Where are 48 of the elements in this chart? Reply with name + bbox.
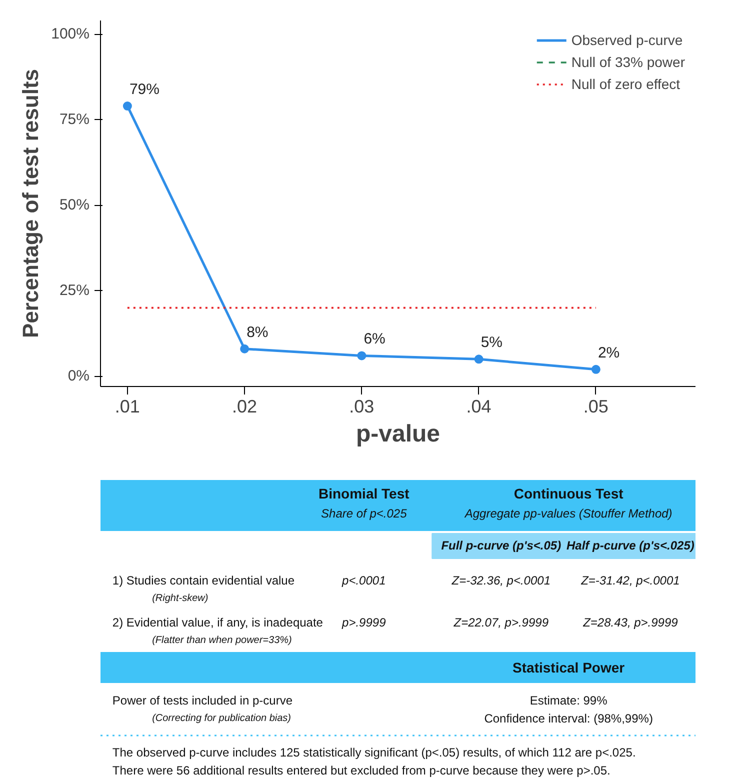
point [240, 344, 250, 354]
x-tick-label: .02 [232, 396, 258, 416]
y-tick-label: 0% [68, 368, 90, 385]
text: p<.0001 [341, 574, 386, 588]
text: Binomial Test [318, 486, 410, 502]
data-label: 6% [364, 330, 386, 348]
point [591, 364, 600, 374]
y-tick-label: 50% [59, 196, 90, 214]
legend-label: Observed p-curve [571, 32, 683, 48]
legend-label: Null of zero effect [571, 76, 680, 92]
text: p>.9999 [341, 616, 386, 630]
data-label: 5% [480, 334, 503, 352]
x-tick-label: .05 [583, 396, 608, 416]
text: Z=28.43, p>.9999 [582, 616, 678, 630]
x-tick-label: .04 [466, 396, 492, 416]
data-label: 2% [598, 344, 620, 362]
x-tick-label: .01 [114, 396, 140, 416]
text: Full p-curve (p's<.05) [441, 538, 562, 552]
y-tick-label: 75% [59, 111, 90, 128]
text: The observed p-curve includes 125 statistically significant (p<.05) results, of which 112 are p<.025. [112, 746, 636, 760]
x-axis-title: p-value [356, 420, 440, 448]
text: (Flatter than when power=33%) [152, 635, 292, 646]
text: Confidence interval: (98%,99%) [484, 712, 653, 726]
text: Half p-curve (p's<.025) [566, 538, 694, 552]
data-label: 79% [129, 81, 160, 98]
text: Z=22.07, p>.9999 [452, 616, 549, 630]
y-axis-title: Percentage of test results [18, 69, 44, 338]
y-tick-label: 100% [51, 26, 90, 43]
legend-label: Null of 33% power [571, 54, 685, 70]
text: Continuous Test [514, 486, 624, 502]
text: Statistical Power [512, 660, 626, 676]
point [122, 102, 132, 111]
text: 2) Evidential value, if any, is inadequate [112, 616, 324, 630]
text: (Correcting for publication bias) [152, 713, 292, 724]
text: Aggregate pp-values (Stouffer Method) [464, 506, 672, 520]
text: Estimate: 99% [530, 694, 608, 708]
point [357, 351, 366, 360]
data-label: 8% [246, 324, 268, 341]
point [474, 354, 484, 364]
text: (Right-skew) [152, 593, 208, 604]
text: Share of p<.025 [321, 506, 408, 520]
text: Z=-32.36, p<.0001 [450, 574, 551, 588]
text: There were 56 additional results entered but excluded from p-curve because they were p>.05. [112, 764, 610, 778]
text: Power of tests included in p-curve [112, 694, 293, 708]
x-tick-label: .03 [349, 396, 374, 416]
text: 1) Studies contain evidential value [112, 574, 295, 588]
y-tick-label: 25% [59, 282, 90, 300]
text: Z=-31.42, p<.0001 [580, 574, 680, 588]
